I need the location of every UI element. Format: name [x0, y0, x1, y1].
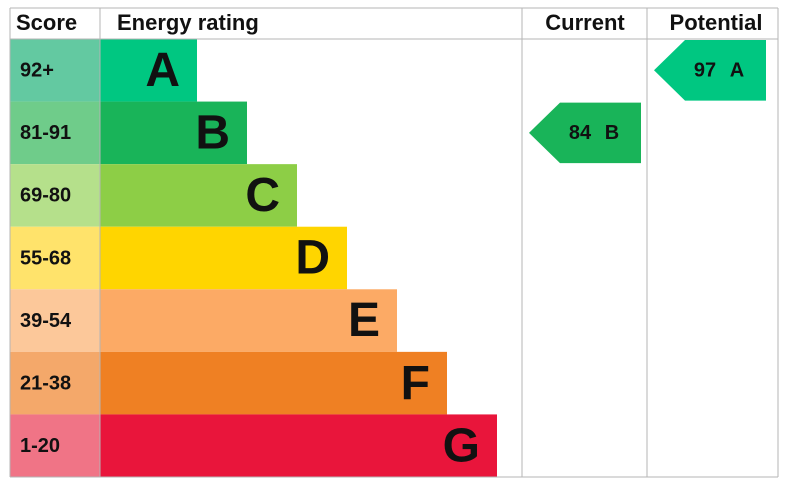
rating-bar — [100, 101, 247, 165]
potential-arrow — [654, 40, 766, 101]
score-cell — [10, 101, 100, 165]
score-label: 81-91 — [20, 122, 71, 144]
current-value: 84 — [569, 122, 592, 144]
rating-bar — [100, 39, 197, 102]
rating-letter: E — [348, 294, 380, 347]
potential-rating: A — [730, 60, 744, 82]
rating-bar — [100, 164, 297, 227]
score-cell — [10, 226, 100, 290]
score-cell — [10, 39, 100, 102]
rating-letter: D — [295, 232, 330, 285]
rating-bar — [100, 289, 397, 352]
score-cell — [10, 414, 100, 477]
rating-bar — [100, 414, 497, 477]
score-cell — [10, 351, 100, 415]
score-label: 92+ — [20, 60, 54, 82]
rating-letter: B — [195, 107, 230, 160]
rating-bar — [100, 226, 347, 290]
score-cell — [10, 164, 100, 227]
header-label: Score — [16, 10, 77, 35]
rating-letter: G — [443, 419, 480, 472]
score-label: 1-20 — [20, 435, 60, 457]
header-label: Energy rating — [117, 10, 259, 35]
score-label: 69-80 — [20, 185, 71, 207]
header-label: Potential — [670, 10, 763, 35]
score-label: 55-68 — [20, 247, 71, 269]
header-label: Current — [545, 10, 625, 35]
score-label: 21-38 — [20, 372, 71, 394]
potential-value: 97 — [694, 60, 716, 82]
rating-bar — [100, 351, 447, 415]
rating-letter: C — [245, 169, 280, 222]
current-arrow — [529, 102, 641, 164]
rating-letter: A — [145, 44, 180, 97]
score-cell — [10, 289, 100, 352]
current-rating: B — [605, 122, 619, 144]
rating-letter: F — [401, 357, 430, 410]
score-label: 39-54 — [20, 310, 72, 332]
